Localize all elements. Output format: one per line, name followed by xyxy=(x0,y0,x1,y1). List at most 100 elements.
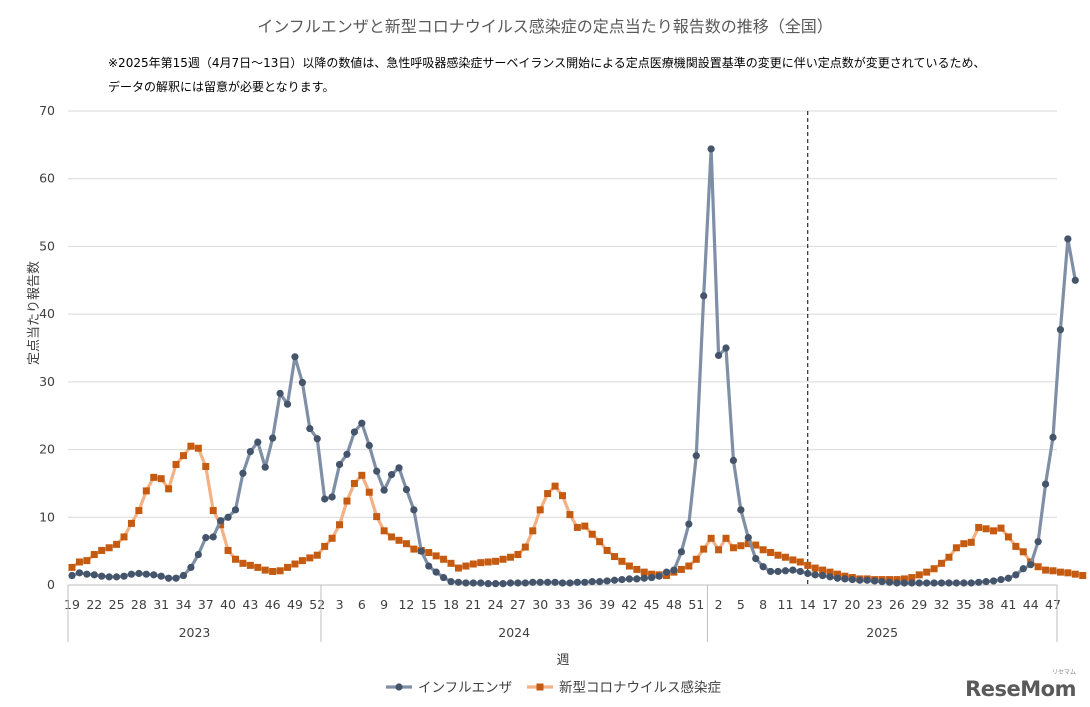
point-influenza xyxy=(915,579,923,587)
series-line-covid xyxy=(71,444,1084,582)
point-covid xyxy=(536,506,544,514)
year-label-2023: 2023 xyxy=(179,625,211,640)
point-influenza xyxy=(655,572,663,580)
x-tick-label-22: 22 xyxy=(86,597,102,612)
x-tick-label-25: 25 xyxy=(109,597,125,612)
point-influenza xyxy=(670,566,678,574)
x-tick-label-36: 36 xyxy=(577,597,593,612)
x-tick-label-49: 49 xyxy=(287,597,303,612)
x-tick-label-46: 46 xyxy=(265,597,281,612)
point-covid xyxy=(75,558,83,566)
point-influenza xyxy=(454,578,463,586)
point-influenza xyxy=(885,578,894,586)
x-tick-label-14: 14 xyxy=(800,597,816,612)
point-influenza xyxy=(759,563,767,571)
point-covid xyxy=(217,521,225,529)
point-influenza xyxy=(774,567,782,576)
point-influenza xyxy=(960,579,968,587)
point-influenza xyxy=(662,568,671,576)
point-influenza xyxy=(321,495,329,503)
point-covid xyxy=(707,534,715,542)
point-influenza xyxy=(90,571,98,579)
point-covid xyxy=(350,479,358,487)
point-covid xyxy=(98,546,106,554)
point-influenza xyxy=(551,578,559,586)
point-covid xyxy=(142,487,150,495)
point-covid xyxy=(484,558,492,566)
point-covid xyxy=(833,570,841,578)
point-covid xyxy=(811,564,819,572)
point-influenza xyxy=(217,517,225,525)
point-influenza xyxy=(573,578,581,586)
point-influenza xyxy=(633,575,641,583)
point-covid xyxy=(952,544,960,552)
point-covid xyxy=(640,568,648,576)
point-influenza xyxy=(514,579,522,587)
point-covid xyxy=(365,488,373,496)
point-influenza xyxy=(395,464,403,472)
point-influenza xyxy=(373,467,381,475)
point-influenza xyxy=(856,576,864,584)
point-influenza xyxy=(477,579,485,587)
point-covid xyxy=(529,527,537,535)
point-influenza xyxy=(744,534,752,542)
point-covid xyxy=(997,524,1005,532)
point-influenza xyxy=(937,579,946,587)
point-influenza xyxy=(1049,433,1057,441)
point-influenza xyxy=(506,579,515,587)
point-covid xyxy=(752,541,760,549)
point-influenza xyxy=(157,572,165,580)
point-covid xyxy=(744,540,752,548)
point-influenza xyxy=(358,419,366,427)
point-influenza xyxy=(766,567,775,576)
point-covid xyxy=(1056,568,1064,576)
x-tick-label-30: 30 xyxy=(532,597,548,612)
point-covid xyxy=(1071,570,1079,578)
point-covid xyxy=(492,557,500,565)
y-tick-label-70: 70 xyxy=(39,103,55,118)
point-covid xyxy=(737,542,745,550)
point-covid xyxy=(276,567,284,575)
point-influenza xyxy=(112,573,121,581)
x-tick-label-23: 23 xyxy=(867,597,883,612)
y-tick-label-30: 30 xyxy=(39,374,55,389)
point-influenza xyxy=(469,579,477,587)
point-influenza xyxy=(142,570,150,578)
point-influenza xyxy=(306,424,314,433)
x-tick-label-8: 8 xyxy=(759,597,767,612)
point-influenza xyxy=(105,573,113,581)
point-influenza xyxy=(737,506,745,514)
point-covid xyxy=(544,490,552,498)
point-covid xyxy=(804,561,812,569)
point-influenza xyxy=(863,576,871,584)
x-tick-label-43: 43 xyxy=(242,597,258,612)
point-influenza xyxy=(930,579,938,587)
year-label-2024: 2024 xyxy=(498,625,530,640)
point-influenza xyxy=(529,578,537,586)
point-influenza xyxy=(447,578,455,586)
point-covid xyxy=(945,553,953,561)
point-covid xyxy=(432,552,440,560)
point-influenza xyxy=(499,580,507,588)
point-covid xyxy=(521,543,529,551)
point-influenza xyxy=(581,578,589,586)
point-influenza xyxy=(893,579,901,587)
point-influenza xyxy=(98,572,106,580)
x-tick-label-48: 48 xyxy=(666,597,682,612)
point-covid xyxy=(596,538,604,546)
point-influenza xyxy=(952,579,960,587)
point-influenza xyxy=(729,456,738,465)
x-tick-label-37: 37 xyxy=(198,597,214,612)
point-covid xyxy=(284,563,292,571)
series xyxy=(68,145,1087,588)
point-covid xyxy=(581,522,589,530)
point-influenza xyxy=(291,353,299,361)
x-tick-label-12: 12 xyxy=(398,597,414,612)
point-influenza xyxy=(83,570,91,578)
point-influenza xyxy=(328,493,336,501)
x-tick-label-2: 2 xyxy=(715,597,723,612)
x-tick-label-51: 51 xyxy=(688,597,704,612)
point-covid xyxy=(239,559,247,567)
point-influenza xyxy=(811,571,819,579)
point-influenza xyxy=(841,575,849,583)
